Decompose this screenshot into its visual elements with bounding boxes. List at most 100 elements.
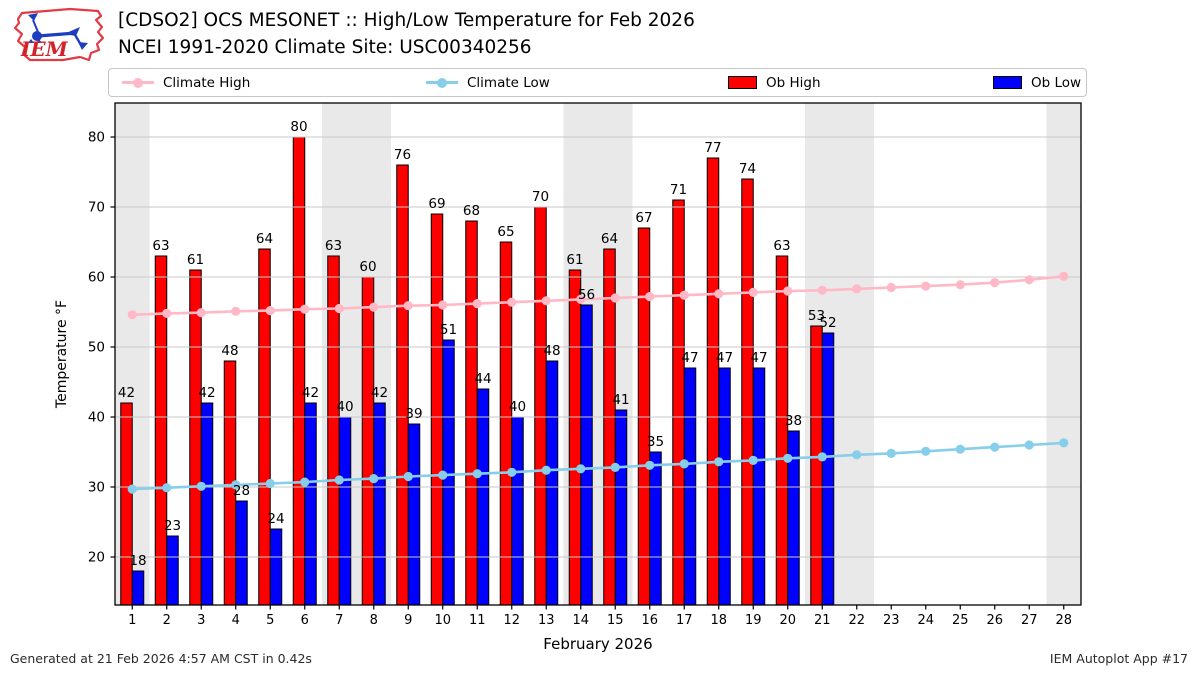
- climate-marker: [507, 467, 517, 477]
- legend-label: Ob Low: [1031, 74, 1082, 91]
- ob-high-bar: [672, 199, 685, 606]
- x-tick-label: 12: [503, 613, 520, 628]
- climate-marker: [162, 483, 172, 493]
- x-axis-title: February 2026: [543, 635, 652, 653]
- climate-marker: [265, 306, 275, 316]
- legend-label: Climate Low: [467, 74, 550, 91]
- bar-value-label: 69: [428, 196, 445, 212]
- ob-low-bar: [166, 535, 179, 606]
- climate-line-high: [127, 271, 1069, 320]
- weather-vane-icon: [28, 13, 88, 50]
- bar-value-label: 63: [325, 238, 342, 254]
- ob-high-bar: [465, 220, 478, 606]
- bar-value-label: 65: [497, 224, 514, 240]
- x-tick-label: 5: [266, 613, 274, 628]
- climate-marker: [990, 442, 1000, 452]
- ob-low-bar: [131, 570, 145, 606]
- climate-marker: [645, 292, 655, 302]
- climate-marker: [231, 306, 241, 316]
- bar-value-label: 18: [129, 553, 146, 569]
- weekend-band: [1046, 103, 1081, 605]
- bar-value-label: 35: [647, 434, 664, 450]
- climate-marker: [748, 455, 758, 465]
- legend-label: Climate High: [163, 74, 251, 91]
- climate-marker: [783, 453, 793, 463]
- x-tick-label: 18: [710, 613, 727, 628]
- climate-marker: [679, 459, 689, 469]
- climate-marker: [438, 300, 448, 310]
- bar-value-label: 80: [290, 119, 307, 135]
- climate-marker: [507, 297, 517, 307]
- climate-marker: [645, 460, 655, 470]
- climate-marker: [852, 450, 862, 460]
- climate-marker: [300, 477, 310, 487]
- climate-marker: [886, 282, 896, 293]
- axis-ticks: 1 2 3 4 5 6 7 8 9 10 11 12 13 14 15 16 17 18 19 20 21 22 23 24 2…: [88, 130, 1072, 629]
- climate-marker: [369, 302, 379, 312]
- iem-logo: IEM: [13, 7, 105, 62]
- ob-high-bar: [706, 157, 720, 606]
- climate-marker: [127, 484, 137, 494]
- x-tick-label: 13: [538, 613, 555, 628]
- climate-marker: [714, 457, 724, 467]
- bar-value-label: 64: [256, 231, 273, 247]
- ob-low-bar: [580, 304, 593, 606]
- climate-marker: [610, 293, 620, 303]
- bar-value-label: 67: [635, 210, 652, 226]
- ob-high-bar: [499, 241, 513, 606]
- x-tick-label: 24: [917, 613, 934, 628]
- ob-low-bar: [373, 402, 386, 606]
- bar-value-label: 42: [198, 385, 215, 401]
- x-tick-label: 2: [163, 613, 171, 628]
- climate-marker: [852, 284, 862, 294]
- x-tick-label: 20: [779, 613, 796, 628]
- climate-marker: [162, 308, 172, 318]
- legend-item-ob-low: Ob Low: [993, 69, 1081, 96]
- x-tick-label: 8: [370, 613, 378, 628]
- x-tick-label: 7: [335, 613, 343, 628]
- ob-high-bar: [361, 276, 375, 606]
- ob-low-bar: [407, 423, 421, 606]
- bar-value-label: 23: [164, 518, 181, 534]
- x-tick-label: 17: [676, 613, 693, 628]
- climate-marker: [1059, 271, 1069, 281]
- ob-high-bar: [810, 325, 823, 606]
- climate-marker: [576, 294, 586, 304]
- ob-high-bar: [741, 178, 754, 606]
- legend-item-ob-high: Ob High: [728, 69, 821, 96]
- chart-title: [CDSO2] OCS MESONET :: High/Low Temperat…: [118, 10, 695, 31]
- x-tick-label: 15: [607, 613, 624, 628]
- ob-low-bar: [614, 409, 628, 606]
- ob-low-bar: [269, 528, 283, 606]
- ob-high-bar: [534, 206, 547, 606]
- x-tick-label: 28: [1055, 613, 1072, 628]
- x-tick-label: 26: [986, 613, 1003, 628]
- ob-low-bar: [304, 402, 317, 606]
- x-tick-label: 22: [848, 613, 865, 628]
- climate-polyline: [132, 275, 1064, 317]
- bar-value-label: 39: [405, 406, 422, 422]
- app-credit: IEM Autoplot App #17: [1049, 651, 1188, 666]
- x-tick-label: 21: [814, 613, 831, 628]
- bar-value-label: 61: [187, 252, 204, 268]
- ob-high-bar: [258, 248, 271, 606]
- bar-value-label: 41: [612, 392, 629, 408]
- y-tick-label: 50: [88, 340, 105, 356]
- x-tick-label: 3: [197, 613, 205, 628]
- bar-value-label: 74: [739, 161, 756, 177]
- ob-high-bar: [120, 402, 133, 606]
- x-tick-label: 9: [404, 613, 412, 628]
- climate-marker: [610, 462, 620, 472]
- bar-value-label: 24: [267, 511, 284, 527]
- bar-value-label: 40: [509, 399, 526, 415]
- climate-marker: [783, 286, 793, 296]
- x-tick-label: 25: [952, 613, 969, 628]
- ob-low-bar: [545, 360, 559, 606]
- y-axis-title: Temperature °F: [54, 300, 70, 409]
- climate-marker: [334, 475, 344, 485]
- legend-line-swatch: [426, 76, 458, 90]
- bar-value-label: 51: [440, 322, 457, 338]
- x-tick-label: 10: [434, 613, 451, 628]
- ob-high-bar: [396, 164, 409, 606]
- bar-value-label: 42: [371, 385, 388, 401]
